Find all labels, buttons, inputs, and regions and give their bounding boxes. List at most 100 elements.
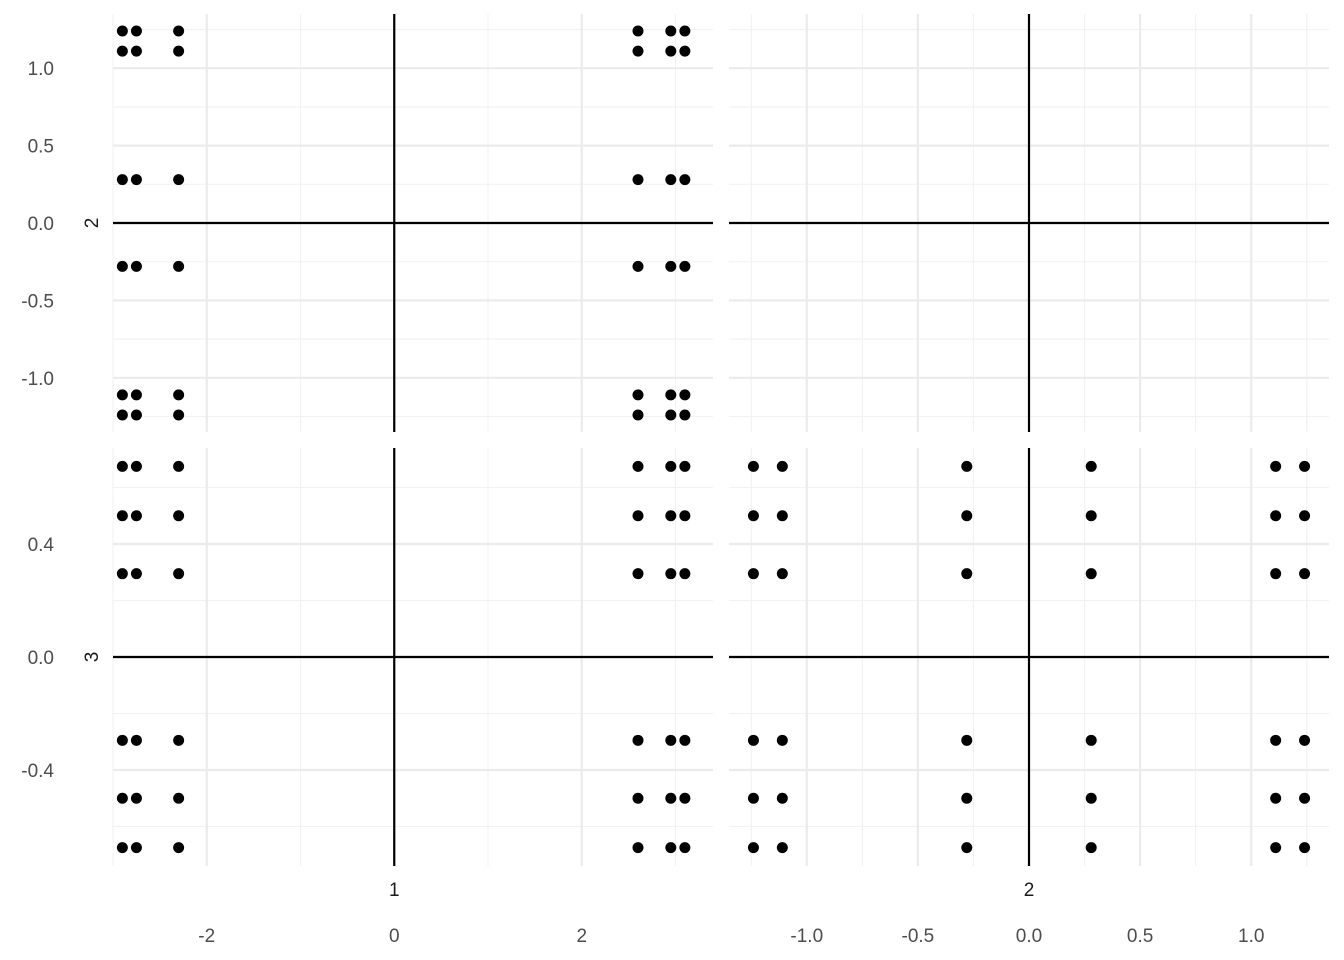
panel-2-1-data-point <box>116 25 128 37</box>
panel-3-2-data-point <box>776 734 788 746</box>
panel-3-2-data-point <box>1299 734 1311 746</box>
panel-3-1-data-point <box>130 460 142 472</box>
panel-3-1-data-point <box>632 734 644 746</box>
panel-3-2-data-point <box>1270 568 1282 580</box>
y-tick-label-row-2: -1.0 <box>21 369 54 390</box>
panel-2-1-data-point <box>632 174 644 186</box>
panel-2-1-data-point <box>130 45 142 57</box>
panel-2-1-data-point <box>130 389 142 401</box>
x-tick-label-col-2: 0.0 <box>1016 926 1042 947</box>
panel-3-1-data-point <box>665 792 677 804</box>
panel-3-1-data-point <box>632 460 644 472</box>
panel-3-1-data-point <box>173 792 185 804</box>
panel-3-1-data-point <box>116 842 128 854</box>
panel-2-1-data-point <box>632 389 644 401</box>
panel-3-1-data-point <box>665 568 677 580</box>
panel-2-1-data-point <box>173 260 185 272</box>
panel-3-2-data-point <box>961 510 973 522</box>
panel-3-2-data-point <box>1085 568 1097 580</box>
panel-3-2-data-point <box>747 734 759 746</box>
y-tick-label-row-2: 1.0 <box>28 59 54 80</box>
panel-2-1-data-point <box>116 45 128 57</box>
panel-2-1-data-point <box>173 389 185 401</box>
panel-2-1-data-point <box>632 25 644 37</box>
panel-3-2-data-point <box>1299 792 1311 804</box>
panel-3-1-data-point <box>679 568 691 580</box>
panel-3-2-data-point <box>776 510 788 522</box>
panel-2-1-data-point <box>665 389 677 401</box>
panel-3-1-data-point <box>665 734 677 746</box>
panel-3-1-data-point <box>173 510 185 522</box>
panel-3-2-data-point <box>747 568 759 580</box>
panel-2-1-data-point <box>679 45 691 57</box>
panel-2-1-data-point <box>173 45 185 57</box>
panel-2-1-data-point <box>632 45 644 57</box>
panel-3-2-data-point <box>961 568 973 580</box>
panel-3-2-data-point <box>1085 460 1097 472</box>
x-tick-label-col-2: 0.5 <box>1127 926 1153 947</box>
panel-3-1-data-point <box>116 460 128 472</box>
x-tick-label-col-1: 0 <box>389 926 400 947</box>
panel-2-1-data-point <box>173 25 185 37</box>
panel-3-2-data-point <box>961 842 973 854</box>
y-tick-label-row-3: 0.4 <box>28 535 55 556</box>
panel-3-2-data-point <box>1085 734 1097 746</box>
panel-3-1-data-point <box>679 792 691 804</box>
row-strip-label-3: 3 <box>82 652 103 663</box>
panel-3-1-data-point <box>130 792 142 804</box>
panel-3-2-data-point <box>776 842 788 854</box>
panel-2-1-data-point <box>116 174 128 186</box>
panel-3-1-data-point <box>116 510 128 522</box>
panel-3-1-data-point <box>679 510 691 522</box>
panel-3-2-data-point <box>1299 842 1311 854</box>
panel-3-2-data-point <box>747 792 759 804</box>
panel-3-1-data-point <box>665 460 677 472</box>
panel-3-1-data-point <box>130 510 142 522</box>
panel-3-1-data-point <box>173 460 185 472</box>
panel-3-2-data-point <box>961 792 973 804</box>
panel-2-1-data-point <box>665 174 677 186</box>
panel-2-1-data-point <box>130 260 142 272</box>
panel-2-1-data-point <box>130 409 142 421</box>
panel-2-1-data-point <box>679 260 691 272</box>
panel-3-1-data-point <box>130 734 142 746</box>
panel-3-1-data-point <box>632 568 644 580</box>
panel-2-1-data-point <box>116 260 128 272</box>
panel-3-1-data-point <box>173 734 185 746</box>
panel-3-2-data-point <box>1299 568 1311 580</box>
x-tick-label-col-1: 2 <box>576 926 587 947</box>
y-tick-label-row-3: -0.4 <box>21 761 54 782</box>
column-strip-label-1: 1 <box>389 880 400 901</box>
panel-2-1-data-point <box>116 409 128 421</box>
panel-3-1-data-point <box>665 842 677 854</box>
panel-2-1-data-point <box>130 174 142 186</box>
panel-2-1-data-point <box>116 389 128 401</box>
panel-3-2-data-point <box>961 734 973 746</box>
panel-3-1-data-point <box>116 734 128 746</box>
panel-2-1-data-point <box>130 25 142 37</box>
panel-2-1-data-point <box>665 45 677 57</box>
panel-3-1-data-point <box>116 568 128 580</box>
panel-3-2-data-point <box>1085 510 1097 522</box>
y-tick-label-row-2: -0.5 <box>21 291 54 312</box>
panel-2-1-data-point <box>173 409 185 421</box>
panel-3-2-data-point <box>776 792 788 804</box>
y-tick-label-row-2: 0.5 <box>28 137 54 158</box>
panel-3-1-data-point <box>130 842 142 854</box>
y-tick-label-row-3: 0.0 <box>28 648 54 669</box>
panel-3-2-data-point <box>747 460 759 472</box>
panel-2-1-data-point <box>679 25 691 37</box>
panel-3-1-data-point <box>679 734 691 746</box>
panel-3-1-data-point <box>679 842 691 854</box>
panel-2-1-data-point <box>679 174 691 186</box>
panel-2-1-data-point <box>679 409 691 421</box>
row-strip-label-2: 2 <box>82 218 103 229</box>
x-tick-label-col-2: 1.0 <box>1238 926 1264 947</box>
panel-3-2-data-point <box>747 510 759 522</box>
panel-3-1-data-point <box>632 792 644 804</box>
panel-3-1-data-point <box>173 568 185 580</box>
panel-3-2-data-point <box>776 568 788 580</box>
panel-3-1-data-point <box>130 568 142 580</box>
panel-3-2-data-point <box>1270 792 1282 804</box>
